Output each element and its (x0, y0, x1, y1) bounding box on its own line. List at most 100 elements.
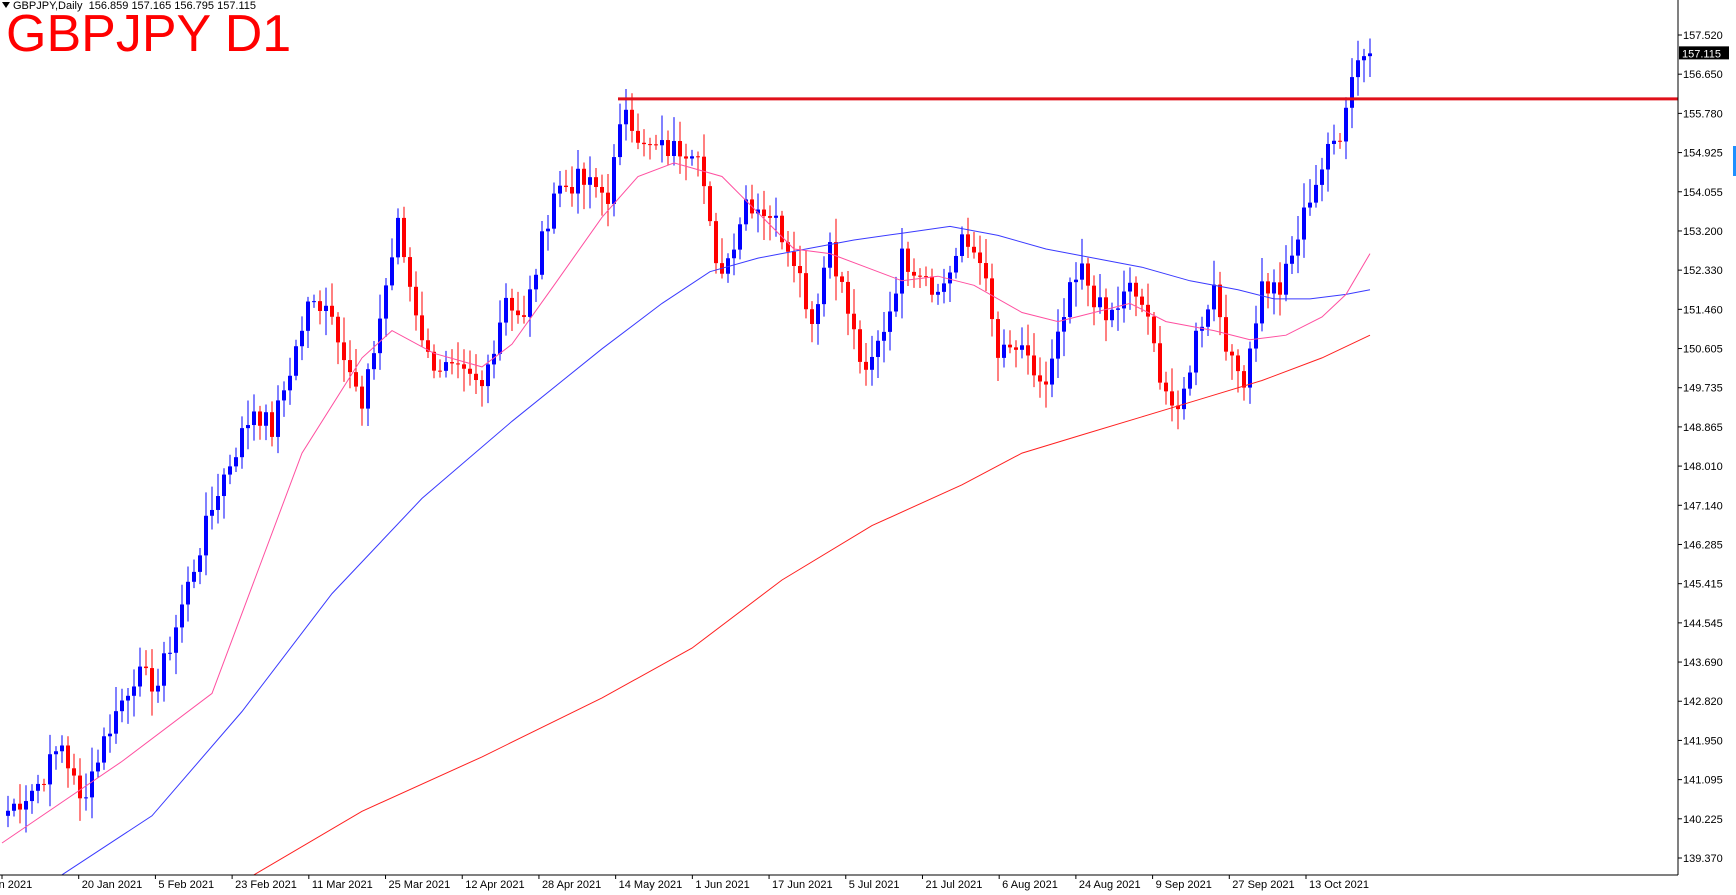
candle (402, 206, 406, 263)
candle (1302, 183, 1306, 258)
candle-body (762, 209, 766, 217)
candle (288, 357, 292, 405)
candle (726, 253, 730, 283)
time-tick-label: 25 Mar 2021 (389, 879, 451, 891)
candle (66, 736, 70, 788)
collapse-arrow-icon[interactable] (2, 2, 10, 8)
candle (1170, 368, 1174, 422)
candle (342, 317, 346, 382)
candle-body (576, 168, 580, 194)
price-tick-label: 154.055 (1683, 187, 1723, 199)
candle (534, 268, 538, 303)
candle-body (222, 474, 226, 497)
candle-body (528, 289, 532, 317)
candle-body (1278, 282, 1282, 295)
candle (690, 149, 694, 166)
candle (450, 349, 454, 375)
candle-body (870, 356, 874, 370)
candle (588, 156, 592, 209)
candle (366, 363, 370, 427)
candle-body (1254, 323, 1258, 349)
candle (1356, 40, 1360, 96)
candle (1116, 286, 1120, 331)
candle-body (588, 177, 592, 185)
candle (732, 233, 736, 276)
candle-body (1266, 281, 1270, 294)
candle-body (618, 124, 622, 158)
candle-body (216, 496, 220, 510)
candle (18, 784, 22, 824)
candle (642, 129, 646, 157)
time-tick-label: 5 Feb 2021 (158, 879, 214, 891)
candle-body (654, 144, 658, 146)
candle (24, 785, 28, 833)
candle-body (180, 604, 184, 628)
candle (954, 247, 958, 279)
candle-body (1302, 207, 1306, 240)
candle (144, 650, 148, 676)
candle (1284, 245, 1288, 302)
candle (60, 735, 64, 763)
candle-body (1230, 351, 1234, 356)
candle (978, 235, 982, 285)
candle-body (1152, 316, 1156, 344)
candle-body (42, 783, 46, 785)
candle (1254, 305, 1258, 362)
candle (858, 320, 862, 374)
candle-body (84, 797, 88, 799)
candle-body (228, 466, 232, 475)
candle (846, 270, 850, 336)
candle (1236, 349, 1240, 393)
candle-body (774, 215, 778, 218)
candle-body (198, 555, 202, 572)
candle (594, 167, 598, 198)
candle-body (468, 368, 472, 374)
candle (1242, 365, 1246, 401)
candle (660, 115, 664, 163)
candle-body (972, 246, 976, 253)
candle (384, 277, 388, 338)
candle (276, 385, 280, 454)
candle-body (330, 305, 334, 317)
candle-body (366, 369, 370, 409)
candle (1266, 273, 1270, 309)
candle-body (60, 745, 64, 752)
candle (702, 134, 706, 205)
candle-body (1002, 344, 1006, 358)
candle (1164, 371, 1168, 405)
candle (912, 258, 916, 288)
candle (1368, 38, 1372, 77)
candle (1074, 262, 1078, 307)
candle (1134, 276, 1138, 317)
plot-area (1, 38, 1678, 876)
candle-body (990, 278, 994, 320)
candle (948, 265, 952, 302)
candle-body (384, 285, 388, 319)
candle-body (1296, 239, 1300, 256)
candle-body (186, 581, 190, 605)
candle-body (852, 313, 856, 330)
candle (1092, 275, 1096, 326)
candle-body (792, 251, 796, 267)
price-tick-label: 145.415 (1683, 579, 1723, 591)
scroll-indicator[interactable] (1733, 146, 1736, 176)
candle (984, 239, 988, 292)
candle (30, 784, 34, 814)
candle-body (630, 109, 634, 131)
candle (798, 245, 802, 298)
candle-body (642, 142, 646, 145)
candle (468, 350, 472, 386)
price-tick-label: 155.780 (1683, 108, 1723, 120)
candle-body (1158, 343, 1162, 383)
candle-body (1194, 330, 1198, 373)
candle-body (840, 276, 844, 282)
candle (1002, 329, 1006, 368)
candle (1146, 283, 1150, 335)
price-tick-label: 153.200 (1683, 226, 1723, 238)
candle (1140, 288, 1144, 313)
candle-body (486, 364, 490, 387)
candle (558, 170, 562, 208)
candle-body (1176, 405, 1180, 410)
candle-body (264, 412, 268, 426)
